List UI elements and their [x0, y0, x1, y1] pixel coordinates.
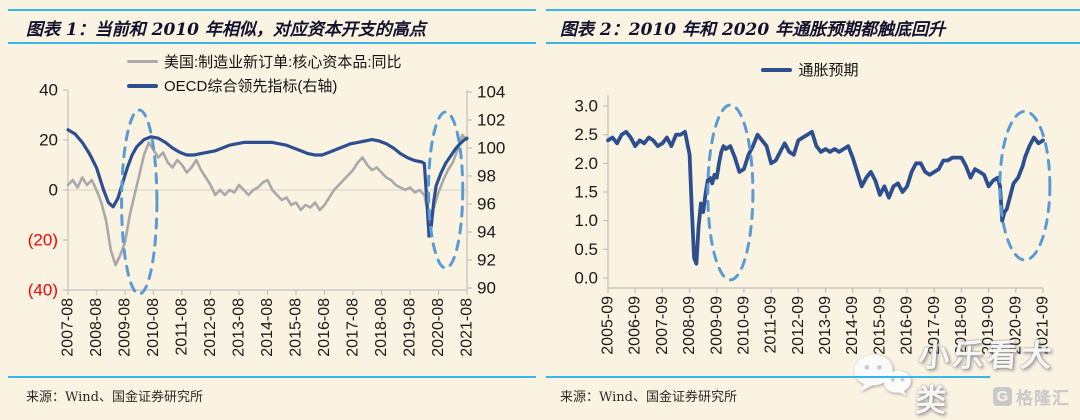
y-axis-right-tick-label: 90 — [477, 279, 496, 298]
blue-line-swatch-icon — [761, 67, 793, 72]
x-axis-tick-label: 2013-08 — [231, 298, 248, 357]
annotation-ellipse — [120, 108, 159, 296]
x-axis-tick-label: 2019-08 — [402, 298, 419, 357]
y-axis-right-tick-label: 96 — [477, 195, 496, 214]
x-axis-tick-label: 2021-08 — [459, 298, 476, 357]
chart1-title: 图表 1：当前和 2010 年相似，对应资本开支的高点 — [8, 9, 536, 44]
x-axis-tick-label: 2009-09 — [708, 296, 725, 355]
y-axis-tick-label: 40 — [39, 81, 58, 100]
x-axis-tick-label: 2008-08 — [88, 298, 105, 357]
x-axis-tick-label: 2009-08 — [117, 298, 134, 357]
gray-line-swatch-icon — [127, 60, 158, 63]
chart2-legend: 通胀预期 — [540, 59, 1080, 80]
x-axis-tick-label: 2021-09 — [1035, 296, 1052, 355]
y-axis-right-tick-label: 92 — [477, 251, 496, 270]
x-axis-tick-label: 2017-08 — [345, 298, 362, 357]
gelonghui-logo-text: 格隆汇 — [1016, 389, 1070, 408]
x-axis-tick-label: 2011-09 — [763, 296, 780, 354]
y-axis-right-tick-label: 98 — [477, 167, 496, 186]
y-axis-tick-label: 2.5 — [574, 125, 598, 144]
y-axis-tick-label: 1.0 — [574, 211, 598, 230]
y-axis-tick-label: 2.0 — [574, 154, 598, 173]
series-line — [66, 133, 469, 267]
x-axis-tick-label: 2019-09 — [980, 296, 997, 355]
x-axis-tick-label: 2015-08 — [288, 298, 305, 357]
y-axis-right-tick-label: 102 — [477, 111, 505, 130]
annotation-ellipse — [706, 103, 755, 282]
x-axis-tick-label: 2020-08 — [430, 298, 447, 357]
x-axis-tick-label: 2010-08 — [145, 298, 162, 357]
legend-item-oecd-cli: OECD综合领先指标(右轴) — [127, 75, 337, 96]
x-axis-tick-label: 2012-09 — [790, 296, 807, 355]
y-axis-tick-label: 1.5 — [574, 183, 598, 202]
legend-item-inflation-expectation: 通胀预期 — [761, 59, 859, 80]
chart2-source: 来源：Wind、国金证券研究所 — [546, 376, 990, 405]
chart1-legend: 美国:制造业新订单:核心资本品:同比 OECD综合领先指标(右轴) — [127, 51, 402, 96]
x-axis-tick-label: 2007-08 — [60, 298, 77, 357]
x-axis-tick-label: 2015-09 — [871, 296, 888, 355]
gelonghui-g-icon: G — [993, 387, 1012, 406]
x-axis-tick-label: 2011-08 — [174, 298, 191, 356]
x-axis-tick-label: 2020-09 — [1007, 296, 1024, 355]
x-axis-tick-label: 2013-09 — [817, 296, 834, 355]
x-axis-tick-label: 2010-09 — [735, 296, 752, 355]
legend-label: 通胀预期 — [798, 62, 859, 79]
chart2-title: 图表 2：2010 年和 2020 年通胀预期都触底回升 — [546, 9, 1080, 44]
x-axis-tick-label: 2017-09 — [926, 296, 943, 355]
x-axis-tick-label: 2006-09 — [627, 296, 644, 355]
y-axis-right-tick-label: 94 — [477, 223, 496, 242]
x-axis-tick-label: 2008-09 — [681, 296, 698, 355]
y-axis-tick-label: (40) — [28, 281, 58, 300]
series-line — [66, 128, 469, 238]
y-axis-tick-label: 0.5 — [574, 240, 598, 259]
x-axis-tick-label: 2014-09 — [844, 296, 861, 355]
blue-line-swatch-icon — [127, 83, 158, 88]
x-axis-tick-label: 2018-09 — [953, 296, 970, 355]
y-axis-right-tick-label: 100 — [477, 139, 505, 158]
x-axis-tick-label: 2005-09 — [600, 296, 617, 355]
gelonghui-logo: G 格隆汇 — [993, 384, 1070, 409]
y-axis-tick-label: 20 — [39, 131, 58, 150]
legend-item-us-core-capex: 美国:制造业新订单:核心资本品:同比 — [127, 51, 402, 72]
y-axis-tick-label: 3.0 — [574, 97, 598, 116]
x-axis-tick-label: 2014-08 — [259, 298, 276, 357]
series-line — [606, 129, 1045, 266]
y-axis-tick-label: (20) — [28, 231, 58, 250]
y-axis-tick-label: 0 — [49, 181, 58, 200]
annotation-ellipse — [427, 110, 465, 270]
x-axis-tick-label: 2018-08 — [373, 298, 390, 357]
annotation-ellipse — [998, 109, 1052, 262]
chart1-source: 来源：Wind、国金证券研究所 — [8, 376, 536, 405]
x-axis-tick-label: 2016-08 — [316, 298, 333, 357]
x-axis-tick-label: 2012-08 — [202, 298, 219, 357]
legend-label: 美国:制造业新订单:核心资本品:同比 — [164, 54, 402, 71]
x-axis-tick-label: 2016-09 — [899, 296, 916, 355]
x-axis-tick-label: 2007-09 — [654, 296, 671, 355]
y-axis-tick-label: 0.0 — [574, 269, 598, 288]
legend-label: OECD综合领先指标(右轴) — [164, 78, 338, 95]
y-axis-right-tick-label: 104 — [477, 83, 505, 102]
